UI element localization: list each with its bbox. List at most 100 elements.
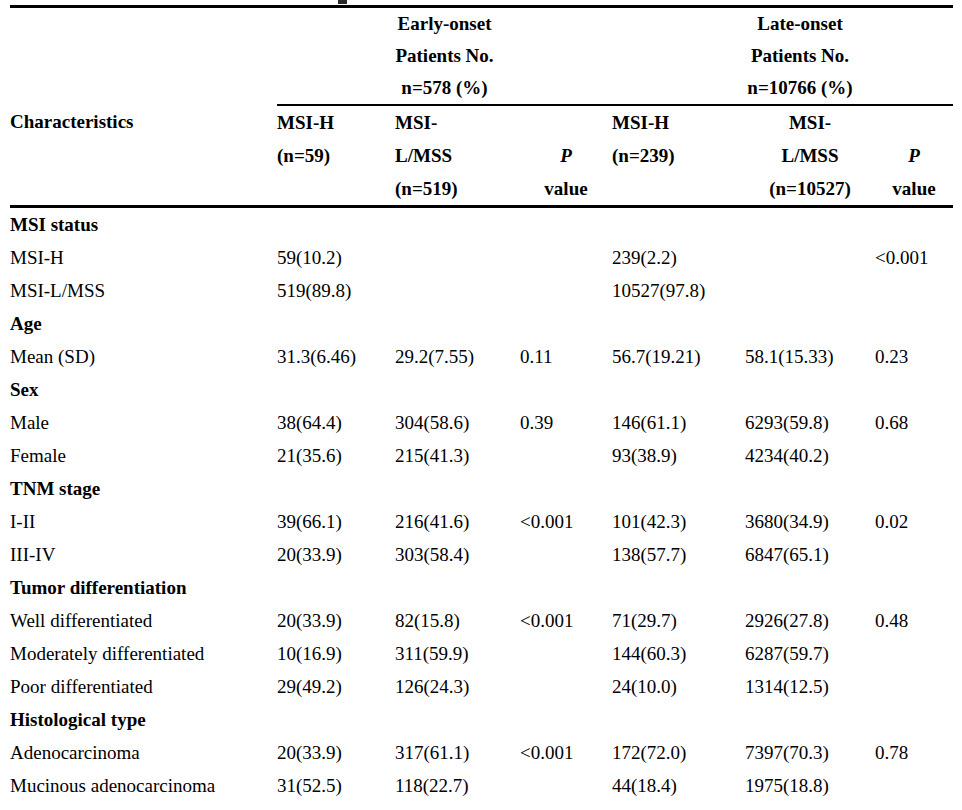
group-line: Patients No. (647, 40, 953, 72)
column-header-early-p-value: P value (520, 105, 612, 207)
table-cell (277, 373, 395, 406)
table-row: Signet-ring cell carcinoma8(13.6)84(16.2… (10, 802, 953, 810)
table-cell: 58.1(15.33) (745, 340, 875, 373)
table-cell: 2926(27.8) (745, 604, 875, 637)
table-cell: 239(2.2) (612, 241, 745, 274)
paper-page: Early-onset Patients No. n=578 (%) Late-… (0, 0, 962, 810)
group-line: Late-onset (647, 8, 953, 40)
table-cell (875, 439, 953, 472)
table-cell: 311(59.9) (395, 637, 520, 670)
table-cell: 101(42.3) (612, 505, 745, 538)
section-label: Tumor differentiation (10, 571, 277, 604)
header-line: MSI-H (277, 106, 395, 139)
table-cell: 7397(70.3) (745, 736, 875, 769)
table-cell: 1975(18.8) (745, 769, 875, 802)
table-cell: 146(61.1) (612, 406, 745, 439)
table-cell (612, 703, 745, 736)
table-cell: 0.11 (520, 340, 612, 373)
table-cell: 59(10.2) (277, 241, 395, 274)
characteristics-column-header: Characteristics (10, 105, 277, 207)
table-header: Early-onset Patients No. n=578 (%) Late-… (10, 7, 953, 207)
table-cell: 118(22.7) (395, 769, 520, 802)
table-cell: 44(18.4) (612, 769, 745, 802)
table-row: I-II39(66.1)216(41.6)<0.001101(42.3)3680… (10, 505, 953, 538)
table-cell (395, 703, 520, 736)
table-cell (277, 472, 395, 505)
table-cell (395, 274, 520, 307)
table-cell: 138(57.7) (612, 538, 745, 571)
table-cell: 21(35.6) (277, 439, 395, 472)
header-line: L/MSS (395, 139, 520, 172)
group-line: Early-onset (277, 8, 612, 40)
table-cell (520, 207, 612, 242)
header-line: (n=10527) (745, 172, 875, 205)
table-cell (395, 307, 520, 340)
table-cell (520, 769, 612, 802)
row-label: I-II (10, 505, 277, 538)
table-cell (875, 802, 953, 810)
table-cell: <0.001 (520, 604, 612, 637)
patient-characteristics-table: Early-onset Patients No. n=578 (%) Late-… (10, 5, 953, 810)
table-cell (277, 307, 395, 340)
table-body: MSI statusMSI-H59(10.2)239(2.2)<0.001MSI… (10, 207, 953, 810)
header-line: (n=59) (277, 139, 395, 172)
table-cell (875, 538, 953, 571)
table-row: Female21(35.6)215(41.3)93(38.9)4234(40.2… (10, 439, 953, 472)
table-cell: 31(52.5) (277, 769, 395, 802)
table-cell: 20(33.9) (277, 604, 395, 637)
table-cell (277, 703, 395, 736)
table-cell (875, 670, 953, 703)
section-row: Histological type (10, 703, 953, 736)
table-cell: 0.39 (520, 406, 612, 439)
table-row: Adenocarcinoma20(33.9)317(61.1)<0.001172… (10, 736, 953, 769)
table-cell (395, 472, 520, 505)
header-line: value (520, 172, 612, 205)
table-cell: 0.48 (875, 604, 953, 637)
section-label: Histological type (10, 703, 277, 736)
column-header-early-msih: MSI-H (n=59) (277, 105, 395, 207)
row-label: Mucinous adenocarcinoma (10, 769, 277, 802)
row-label: Adenocarcinoma (10, 736, 277, 769)
table-cell (745, 373, 875, 406)
table-cell: 144(60.3) (612, 637, 745, 670)
table-cell: 10(16.9) (277, 637, 395, 670)
table-cell: 0.68 (875, 406, 953, 439)
table-cell (875, 703, 953, 736)
section-row: MSI status (10, 207, 953, 242)
table-cell: 0.23 (875, 340, 953, 373)
row-label: Well differentiated (10, 604, 277, 637)
table-cell: 71(29.7) (612, 604, 745, 637)
table-cell: 0.78 (875, 736, 953, 769)
table-cell: 1314(12.5) (745, 670, 875, 703)
group-header-late-onset: Late-onset Patients No. n=10766 (%) (612, 7, 953, 106)
row-label: Moderately differentiated (10, 637, 277, 670)
header-line: MSI-H (612, 106, 745, 139)
header-line: MSI- (395, 106, 520, 139)
table-cell: 3680(34.9) (745, 505, 875, 538)
table-cell: <0.001 (875, 241, 953, 274)
column-header-row: Characteristics MSI-H (n=59) MSI- L/MSS … (10, 105, 953, 207)
table-cell (395, 207, 520, 242)
table-row: Mucinous adenocarcinoma31(52.5)118(22.7)… (10, 769, 953, 802)
table-cell: 6847(65.1) (745, 538, 875, 571)
table-cell (612, 373, 745, 406)
table-row: Well differentiated20(33.9)82(15.8)<0.00… (10, 604, 953, 637)
table-cell (745, 241, 875, 274)
header-line (277, 172, 395, 205)
table-cell (520, 439, 612, 472)
header-line: L/MSS (745, 139, 875, 172)
group-line: n=10766 (%) (647, 72, 953, 104)
table-cell (745, 207, 875, 242)
table-cell: 216(41.6) (395, 505, 520, 538)
table-row: MSI-L/MSS519(89.8)10527(97.8) (10, 274, 953, 307)
table-row: MSI-H59(10.2)239(2.2)<0.001 (10, 241, 953, 274)
table-cell: <0.001 (520, 505, 612, 538)
table-cell: 6287(59.7) (745, 637, 875, 670)
header-line (612, 172, 745, 205)
table-cell (745, 307, 875, 340)
table-cell: 29.2(7.55) (395, 340, 520, 373)
header-line: (n=519) (395, 172, 520, 205)
table-cell: 23(9.6) (612, 802, 745, 810)
table-cell (520, 802, 612, 810)
column-header-late-msih: MSI-H (n=239) (612, 105, 745, 207)
